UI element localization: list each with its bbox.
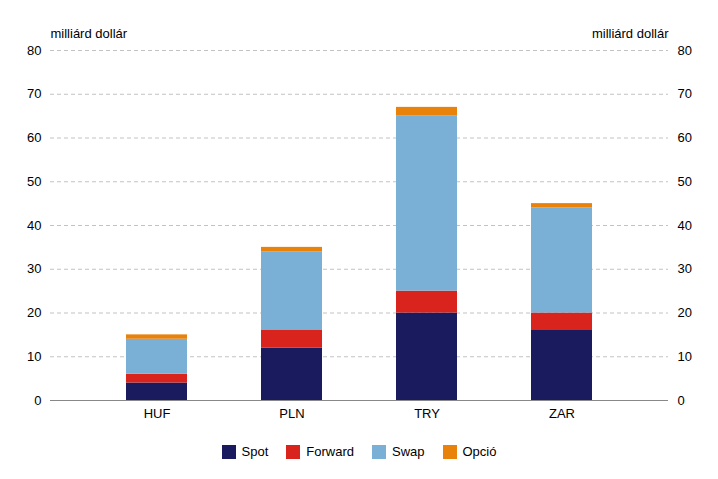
- svg-text:0: 0: [34, 393, 41, 408]
- svg-text:ZAR: ZAR: [549, 406, 575, 421]
- svg-text:50: 50: [27, 174, 41, 189]
- svg-text:40: 40: [27, 218, 41, 233]
- svg-text:60: 60: [678, 130, 692, 145]
- svg-text:30: 30: [27, 261, 41, 276]
- svg-text:10: 10: [27, 349, 41, 364]
- svg-text:60: 60: [27, 130, 41, 145]
- html-text:Forward: Forward: [306, 444, 354, 459]
- svg-text:PLN: PLN: [279, 406, 304, 421]
- svg-text:80: 80: [27, 43, 41, 58]
- svg-text:HUF: HUF: [144, 406, 171, 421]
- html-text:Swap: Swap: [392, 444, 425, 459]
- svg-text:10: 10: [678, 349, 692, 364]
- svg-text:milliárd dollár: milliárd dollár: [592, 26, 669, 41]
- html-text:Spot: Spot: [241, 444, 269, 459]
- html-text:Opció: Opció: [462, 444, 497, 459]
- svg-text:30: 30: [678, 261, 692, 276]
- svg-text:70: 70: [678, 86, 692, 101]
- svg-text:70: 70: [27, 86, 41, 101]
- svg-text:TRY: TRY: [414, 406, 440, 421]
- svg-text:50: 50: [678, 174, 692, 189]
- svg-text:80: 80: [678, 43, 692, 58]
- svg-text:20: 20: [678, 305, 692, 320]
- svg-text:milliárd dollár: milliárd dollár: [51, 26, 128, 41]
- svg-text:40: 40: [678, 218, 692, 233]
- svg-text:0: 0: [678, 393, 685, 408]
- svg-text:20: 20: [27, 305, 41, 320]
